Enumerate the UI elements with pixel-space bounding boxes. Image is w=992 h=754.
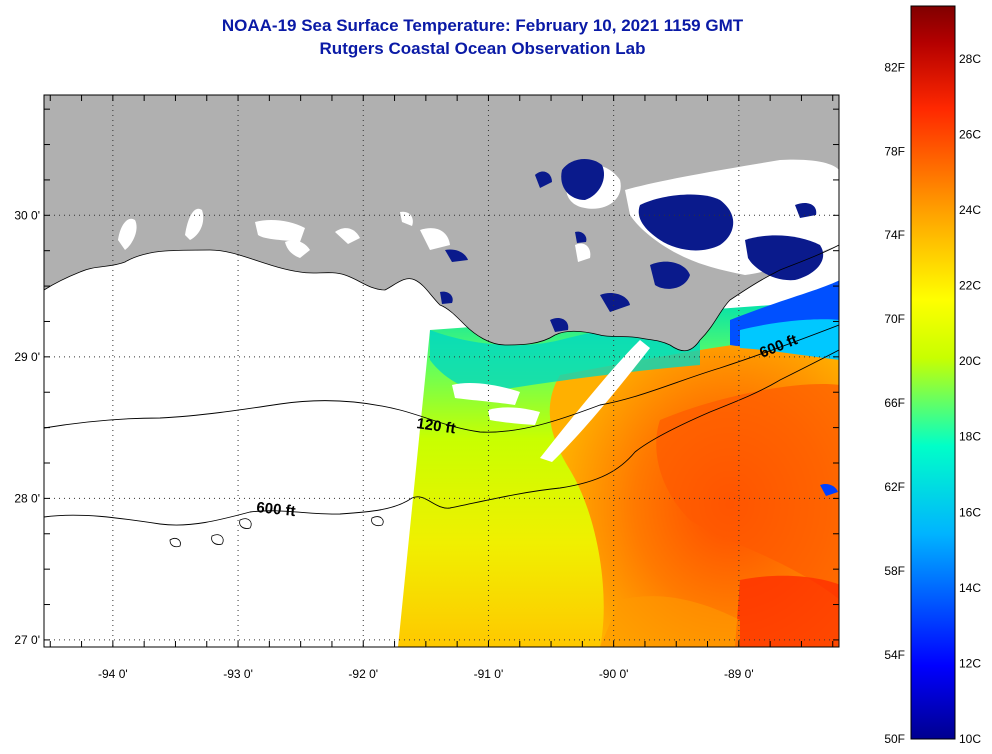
isobath-island-2 — [211, 534, 224, 545]
colorbar-fahrenheit-label: 62F — [884, 480, 905, 494]
cold-blob-11 — [550, 318, 569, 332]
cold-blob-8 — [445, 249, 468, 262]
colorbar-celsius-label: 16C — [959, 505, 981, 519]
isobath-120ft — [44, 324, 839, 433]
warm-core-eddy — [656, 384, 839, 600]
cold-blob-4 — [745, 235, 824, 281]
colorbar-celsius-label: 10C — [959, 732, 981, 746]
land-mass — [44, 95, 839, 351]
longitude-label: -94 0' — [98, 667, 128, 681]
isobath-label-120ft: 120 ft — [415, 415, 456, 437]
colorbar-celsius-label: 26C — [959, 127, 981, 141]
colorbar-celsius-label: 12C — [959, 656, 981, 670]
longitude-label: -89 0' — [724, 667, 754, 681]
colorbar-fahrenheit-label: 78F — [884, 144, 905, 158]
colorbar-gradient — [910, 5, 956, 740]
cloud-land-4 — [285, 240, 310, 258]
longitude-label: -92 0' — [348, 667, 378, 681]
longitude-label: -91 0' — [474, 667, 504, 681]
cloud-land-2 — [185, 208, 204, 240]
colorbar-celsius-label: 28C — [959, 52, 981, 66]
isobath-island-4 — [371, 516, 384, 526]
cloud-land-1 — [118, 218, 137, 250]
colorbar-fahrenheit-label: 70F — [884, 312, 905, 326]
latitude-label: 28 0' — [14, 491, 40, 505]
cold-speck — [820, 483, 838, 496]
cloud-land-7 — [420, 228, 450, 250]
colorbar-celsius-label: 14C — [959, 581, 981, 595]
frame-ticks — [44, 95, 839, 647]
map-frame — [43, 94, 840, 648]
colorbar-celsius-label: 18C — [959, 430, 981, 444]
cold-pixels-over-land — [440, 158, 824, 332]
coastline — [44, 244, 839, 352]
cold-blob-10 — [795, 203, 817, 218]
colorbar-celsius-label: 24C — [959, 203, 981, 217]
cold-blob-7 — [440, 291, 453, 304]
cloud-patch-1 — [452, 382, 520, 405]
warm-south-patch — [735, 575, 839, 647]
colorbar-celsius-label: 22C — [959, 279, 981, 293]
cold-blob-1 — [561, 158, 605, 200]
latitude-label: 27 0' — [14, 633, 40, 647]
colorbar-fahrenheit-label: 66F — [884, 396, 905, 410]
cloud-land-3 — [255, 220, 305, 242]
cloud-streak — [540, 340, 650, 462]
colorbar-fahrenheit-label: 74F — [884, 228, 905, 242]
colorbar: 28C 26C 24C 22C 20C 18C 16C 14C 12C 10C 82F 78F 74F… — [884, 5, 981, 746]
cold-blob-2 — [535, 171, 552, 188]
sst-swath — [398, 280, 839, 647]
cool-east-band — [740, 319, 839, 360]
warm-south-west — [600, 596, 740, 647]
colorbar-celsius-labels: 28C 26C 24C 22C 20C 18C 16C 14C 12C 10C — [959, 52, 981, 746]
latitude-label: 29 0' — [14, 350, 40, 364]
title-line-1: NOAA-19 Sea Surface Temperature: Februar… — [221, 16, 744, 35]
isobath-label-600ft-west: 600 ft — [256, 499, 297, 520]
latitude-label: 30 0' — [14, 208, 40, 222]
cloud-land-5 — [335, 228, 360, 244]
longitude-label: -90 0' — [599, 667, 629, 681]
colorbar-fahrenheit-labels: 82F 78F 74F 70F 66F 62F 58F 54F 50F — [884, 60, 905, 746]
graticule — [44, 95, 839, 647]
cloud-land-10 — [575, 243, 591, 262]
title-line-2: Rutgers Coastal Ocean Observation Lab — [319, 39, 646, 58]
colorbar-celsius-label: 20C — [959, 354, 981, 368]
colorbar-fahrenheit-label: 82F — [884, 60, 905, 74]
latitude-labels: 30 0' 29 0' 28 0' 27 0' — [14, 208, 40, 647]
isobath-island-1 — [169, 538, 181, 548]
cold-blob-3 — [638, 194, 734, 251]
cool-shelf-water — [430, 325, 700, 391]
colorbar-fahrenheit-label: 50F — [884, 732, 905, 746]
isobath-island-3 — [239, 518, 252, 529]
map-plot-area: 120 ft 600 ft 600 ft — [44, 95, 839, 647]
cold-blob-9 — [575, 231, 587, 243]
colorbar-fahrenheit-label: 54F — [884, 648, 905, 662]
map-title: NOAA-19 Sea Surface Temperature: Februar… — [0, 14, 965, 60]
cold-blob-5 — [650, 261, 690, 289]
cloud-patch-2 — [488, 407, 540, 425]
longitude-label: -93 0' — [223, 667, 253, 681]
longitude-labels: -94 0' -93 0' -92 0' -91 0' -90 0' -89 0' — [98, 667, 754, 681]
colorbar-fahrenheit-label: 58F — [884, 564, 905, 578]
isobath-600ft — [44, 349, 839, 526]
cold-blob-6 — [600, 293, 630, 312]
